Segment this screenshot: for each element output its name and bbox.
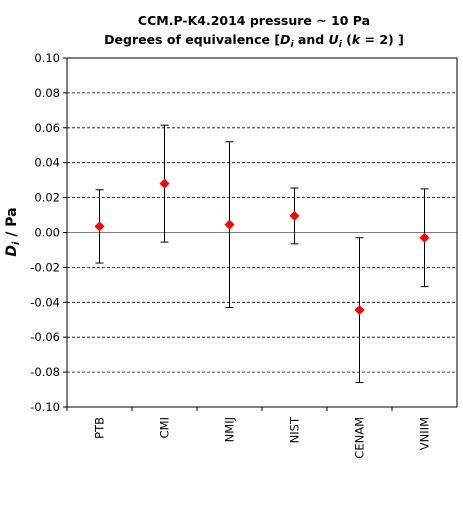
chart-title: CCM.P-K4.2014 pressure ~ 10 Pa: [138, 13, 370, 28]
grid: [67, 92, 457, 373]
error-bars: [95, 124, 429, 384]
x-tick-label: NMIJ: [223, 417, 237, 442]
x-tick-labels: PTB CMI NMIJ NIST CENAM VNIIM: [66, 407, 432, 459]
y-axis-label: Di / Pa: [4, 207, 22, 256]
x-tick-label: PTB: [93, 417, 107, 439]
data-point: [94, 221, 105, 232]
y-tick-label: 0.06: [34, 121, 60, 135]
x-tick-label: NIST: [288, 416, 302, 443]
x-tick-label: VNIIM: [418, 417, 432, 450]
x-tick-label: CMI: [158, 417, 172, 438]
y-tick-label: 0.08: [34, 86, 60, 100]
y-tick-labels: 0.10 0.08 0.06 0.04 0.02 0.00 -0.02 -0.04 -0.06 -…: [30, 51, 67, 414]
y-tick-label: -0.08: [30, 365, 60, 379]
chart-subtitle: Degrees of equivalence [Di and Ui (k = 2…: [104, 32, 404, 50]
data-point: [419, 232, 430, 243]
y-tick-label: -0.04: [30, 295, 60, 309]
data-point: [289, 210, 300, 221]
y-tick-label: -0.02: [30, 260, 60, 274]
y-tick-label: 0.00: [34, 226, 60, 240]
data-points: [94, 178, 430, 316]
data-point: [224, 219, 235, 230]
y-tick-label: 0.02: [34, 191, 60, 205]
data-point: [159, 178, 170, 189]
y-tick-label: 0.10: [34, 51, 60, 65]
y-tick-label: -0.10: [30, 400, 60, 414]
data-point: [354, 305, 365, 316]
y-tick-label: -0.06: [30, 330, 60, 344]
plot-frame: [66, 57, 458, 408]
x-tick-label: CENAM: [353, 417, 367, 459]
y-tick-label: 0.04: [34, 156, 60, 170]
